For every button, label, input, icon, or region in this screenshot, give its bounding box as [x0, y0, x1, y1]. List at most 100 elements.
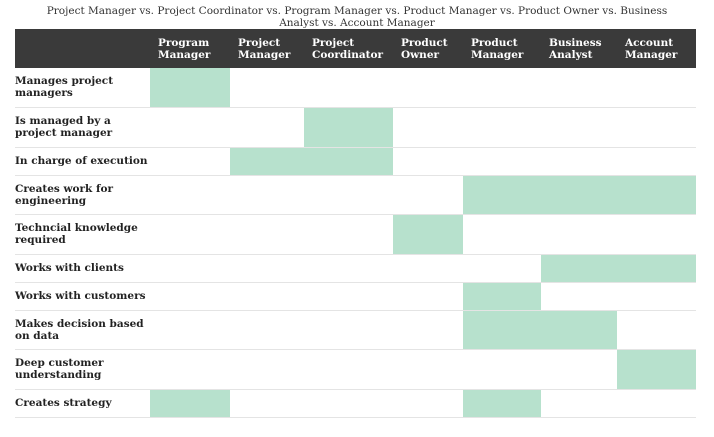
empty-cell — [304, 349, 393, 389]
empty-cell — [393, 389, 463, 417]
empty-cell — [541, 389, 617, 417]
empty-cell — [230, 282, 304, 310]
empty-cell — [617, 310, 696, 349]
highlighted-cell — [230, 147, 304, 175]
table-row: Manages project managers — [15, 68, 696, 107]
empty-cell — [393, 349, 463, 389]
row-label: Works with customers — [15, 282, 150, 310]
empty-cell — [150, 282, 230, 310]
empty-cell — [617, 214, 696, 254]
empty-cell — [463, 214, 541, 254]
empty-cell — [541, 349, 617, 389]
row-label: Makes decision based on data — [15, 310, 150, 349]
empty-cell — [150, 147, 230, 175]
highlighted-cell — [541, 254, 617, 282]
table-row: Is managed by a project manager — [15, 107, 696, 147]
empty-cell — [150, 310, 230, 349]
table-row: Creates strategy — [15, 389, 696, 417]
empty-cell — [230, 175, 304, 214]
table-body: Manages project managers Is managed by a … — [15, 68, 696, 417]
empty-cell — [541, 147, 617, 175]
row-label: Is managed by a project manager — [15, 107, 150, 147]
empty-cell — [230, 107, 304, 147]
empty-cell — [150, 175, 230, 214]
empty-cell — [304, 214, 393, 254]
empty-cell — [150, 214, 230, 254]
table-row: In charge of execution — [15, 147, 696, 175]
empty-cell — [541, 68, 617, 107]
comparison-table: Program Manager Project Manager Project … — [15, 29, 696, 418]
empty-cell — [463, 349, 541, 389]
highlighted-cell — [304, 107, 393, 147]
empty-cell — [541, 282, 617, 310]
empty-cell — [230, 349, 304, 389]
empty-cell — [617, 107, 696, 147]
row-label: Deep customer understanding — [15, 349, 150, 389]
table-row: Techncial knowledge required — [15, 214, 696, 254]
table-row: Works with customers — [15, 282, 696, 310]
column-header: Program Manager — [150, 29, 230, 68]
highlighted-cell — [617, 175, 696, 214]
empty-cell — [230, 214, 304, 254]
highlighted-cell — [463, 282, 541, 310]
row-label: Works with clients — [15, 254, 150, 282]
empty-cell — [230, 254, 304, 282]
empty-cell — [230, 310, 304, 349]
highlighted-cell — [541, 310, 617, 349]
empty-cell — [393, 254, 463, 282]
row-label: In charge of execution — [15, 147, 150, 175]
empty-cell — [393, 68, 463, 107]
empty-cell — [393, 282, 463, 310]
highlighted-cell — [393, 214, 463, 254]
empty-cell — [617, 389, 696, 417]
empty-cell — [463, 147, 541, 175]
empty-cell — [393, 107, 463, 147]
column-header: Product Owner — [393, 29, 463, 68]
empty-cell — [150, 349, 230, 389]
page-title: Project Manager vs. Project Coordinator … — [0, 5, 714, 29]
highlighted-cell — [541, 175, 617, 214]
row-label: Manages project managers — [15, 68, 150, 107]
empty-cell — [617, 147, 696, 175]
empty-cell — [230, 68, 304, 107]
column-header: Project Coordinator — [304, 29, 393, 68]
table-row: Works with clients — [15, 254, 696, 282]
empty-cell — [304, 68, 393, 107]
empty-cell — [541, 214, 617, 254]
row-label: Creates strategy — [15, 389, 150, 417]
header-corner — [15, 29, 150, 68]
row-label: Techncial knowledge required — [15, 214, 150, 254]
empty-cell — [393, 310, 463, 349]
highlighted-cell — [617, 254, 696, 282]
column-header: Business Analyst — [541, 29, 617, 68]
column-header: Project Manager — [230, 29, 304, 68]
table-row: Makes decision based on data — [15, 310, 696, 349]
empty-cell — [304, 175, 393, 214]
empty-cell — [463, 68, 541, 107]
empty-cell — [150, 107, 230, 147]
empty-cell — [617, 68, 696, 107]
highlighted-cell — [463, 175, 541, 214]
highlighted-cell — [150, 68, 230, 107]
empty-cell — [541, 107, 617, 147]
table-row: Creates work for engineering — [15, 175, 696, 214]
table-row: Deep customer understanding — [15, 349, 696, 389]
empty-cell — [304, 389, 393, 417]
highlighted-cell — [463, 310, 541, 349]
column-header: Product Manager — [463, 29, 541, 68]
column-header: Account Manager — [617, 29, 696, 68]
empty-cell — [617, 282, 696, 310]
highlighted-cell — [150, 389, 230, 417]
row-label: Creates work for engineering — [15, 175, 150, 214]
empty-cell — [304, 310, 393, 349]
empty-cell — [230, 389, 304, 417]
empty-cell — [304, 282, 393, 310]
header-row: Program Manager Project Manager Project … — [15, 29, 696, 68]
highlighted-cell — [617, 349, 696, 389]
empty-cell — [393, 175, 463, 214]
highlighted-cell — [304, 147, 393, 175]
empty-cell — [393, 147, 463, 175]
empty-cell — [150, 254, 230, 282]
empty-cell — [463, 254, 541, 282]
empty-cell — [463, 107, 541, 147]
